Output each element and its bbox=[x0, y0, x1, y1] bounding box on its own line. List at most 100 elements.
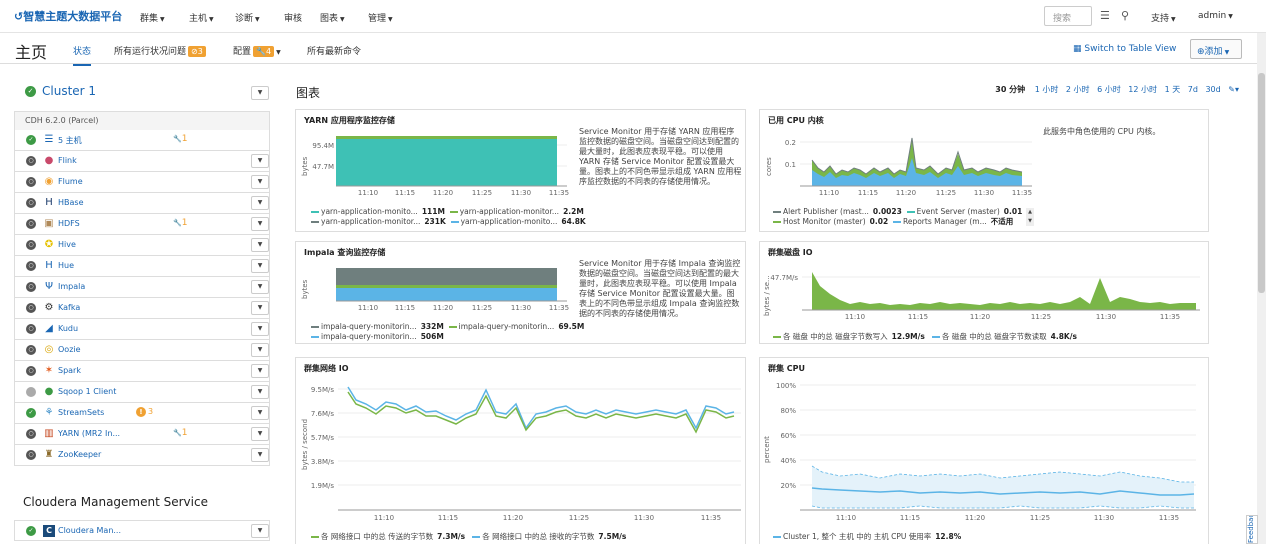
config-issue-wrench[interactable]: 🔧1 bbox=[173, 428, 187, 438]
tab-status[interactable]: 状态 bbox=[73, 44, 92, 66]
nav-charts[interactable]: 图表 ▼ bbox=[320, 14, 345, 24]
service-actions-dropdown[interactable]: ▼ bbox=[251, 301, 269, 315]
range-6h[interactable]: 6 小时 bbox=[1097, 85, 1121, 94]
nav-hosts[interactable]: 主机 ▼ bbox=[189, 14, 214, 24]
service-row-zookeeper[interactable]: ○ ♜ ZooKeeper ▼ bbox=[14, 445, 270, 466]
config-issue-wrench[interactable]: 🔧1 bbox=[173, 218, 187, 228]
tab-health-issues[interactable]: 所有运行状况问题 ⊘3 bbox=[114, 44, 206, 57]
service-actions-dropdown[interactable]: ▼ bbox=[251, 406, 269, 420]
legend-scroll[interactable]: ▲ ▼ bbox=[1026, 208, 1034, 226]
legend-item[interactable]: yarn-application-monito... 64.8K bbox=[450, 217, 586, 226]
service-actions-dropdown[interactable]: ▼ bbox=[251, 280, 269, 294]
tab-configuration[interactable]: 配置 🔧4 ▼ bbox=[233, 46, 281, 57]
service-actions-dropdown[interactable]: ▼ bbox=[251, 154, 269, 168]
service-row-sqoop[interactable]: ● Sqoop 1 Client ▼ bbox=[14, 382, 270, 403]
notifications-icon[interactable]: ⚲ bbox=[1121, 9, 1130, 22]
service-actions-dropdown[interactable]: ▼ bbox=[251, 175, 269, 189]
service-name[interactable]: Kafka bbox=[58, 303, 81, 312]
range-30d[interactable]: 30d bbox=[1205, 85, 1221, 94]
service-row-hdfs[interactable]: ○ ▣ HDFS 🔧1 ▼ bbox=[14, 214, 270, 235]
legend-item[interactable]: impala-query-monitorin... 332M bbox=[311, 322, 444, 331]
legend-item[interactable]: Cluster 1, 整个 主机 中的 主机 CPU 使用率 12.8% bbox=[773, 532, 961, 541]
cluster-actions-dropdown[interactable]: ▼ bbox=[251, 86, 269, 100]
service-name[interactable]: Cloudera Man... bbox=[58, 526, 122, 535]
nav-admin[interactable]: 管理 ▼ bbox=[368, 14, 393, 24]
tab-recent-commands[interactable]: 所有最新命令 bbox=[307, 47, 362, 57]
legend-item[interactable]: 各 网络接口 中的总 接收的字节数 7.5M/s bbox=[472, 532, 626, 541]
network-io-chart[interactable]: 9.5M/s 7.6M/s 5.7M/s 3.8M/s 1.9M/s 11:10… bbox=[296, 358, 746, 544]
service-row-streamsets[interactable]: ✓ ⚘ StreamSets! 3 ▼ bbox=[14, 403, 270, 424]
service-name[interactable]: Hive bbox=[58, 240, 76, 249]
tasks-icon[interactable]: ☰ bbox=[1100, 9, 1110, 22]
service-row-hosts[interactable]: ✓ ☰ 5 主机 🔧1 bbox=[14, 130, 270, 151]
legend-item[interactable]: 各 网络接口 中的总 传送的字节数 7.3M/s bbox=[311, 532, 465, 541]
service-row-spark[interactable]: ○ ✶ Spark ▼ bbox=[14, 361, 270, 382]
service-name[interactable]: StreamSets bbox=[58, 408, 105, 417]
service-actions-dropdown[interactable]: ▼ bbox=[251, 322, 269, 336]
nav-diagnostics[interactable]: 诊断 ▼ bbox=[235, 14, 260, 24]
health-issue-badge[interactable]: ! 3 bbox=[136, 407, 153, 417]
legend-item[interactable]: yarn-application-monitor... 2.2M bbox=[449, 207, 584, 216]
legend-item[interactable]: yarn-application-monitor... 231K bbox=[311, 217, 446, 226]
service-name[interactable]: Kudu bbox=[58, 324, 79, 333]
service-actions-dropdown[interactable]: ▼ bbox=[251, 524, 269, 538]
nav-clusters[interactable]: 群集 ▼ bbox=[140, 14, 165, 24]
legend-item[interactable]: impala-query-monitorin... 506M bbox=[311, 332, 444, 341]
service-name[interactable]: YARN (MR2 In... bbox=[58, 429, 121, 438]
service-row-impala[interactable]: ○ Ψ Impala ▼ bbox=[14, 277, 270, 298]
impala-storage-chart[interactable]: 11:10 11:15 11:20 11:25 11:30 11:35 bbox=[296, 242, 571, 344]
service-row-oozie[interactable]: ○ ◎ Oozie ▼ bbox=[14, 340, 270, 361]
page-scrollbar[interactable] bbox=[1257, 33, 1266, 544]
edit-pencil-icon[interactable]: ✎▾ bbox=[1228, 85, 1239, 94]
legend-item[interactable]: yarn-application-monito... 111M bbox=[311, 207, 445, 216]
legend-item[interactable]: 各 磁盘 中的总 磁盘字节数写入 12.9M/s bbox=[773, 332, 925, 341]
range-1h[interactable]: 1 小时 bbox=[1034, 85, 1059, 94]
add-button[interactable]: ⊕添加 ▼ bbox=[1190, 39, 1242, 59]
cpu-cores-chart[interactable]: 0.2 0.1 11:10 11:15 11:20 11:25 11:30 11… bbox=[760, 110, 1035, 232]
service-name[interactable]: ZooKeeper bbox=[58, 450, 102, 459]
service-name[interactable]: Hue bbox=[58, 261, 75, 270]
nav-user[interactable]: admin ▼ bbox=[1198, 11, 1233, 21]
service-row-kafka[interactable]: ○ ⚙ Kafka ▼ bbox=[14, 298, 270, 319]
range-30m[interactable]: 30 分钟 bbox=[995, 85, 1026, 94]
cluster-cpu-chart[interactable]: 100% 80% 60% 40% 20% 11:10 11:15 11:20 1… bbox=[760, 358, 1209, 544]
service-row-hive[interactable]: ○ ✪ Hive ▼ bbox=[14, 235, 270, 256]
legend-item[interactable]: impala-query-monitorin... 69.5M bbox=[448, 322, 584, 331]
service-row-hue[interactable]: ○ H Hue ▼ bbox=[14, 256, 270, 277]
service-name[interactable]: Spark bbox=[58, 366, 81, 375]
range-7d[interactable]: 7d bbox=[1187, 85, 1198, 94]
yarn-storage-chart[interactable]: 95.4M 47.7M 11:10 11:15 11:20 11:25 11:3… bbox=[296, 110, 571, 232]
service-actions-dropdown[interactable]: ▼ bbox=[251, 196, 269, 210]
nav-audits[interactable]: 审核 bbox=[284, 14, 303, 24]
nav-support[interactable]: 支持 ▼ bbox=[1151, 14, 1176, 24]
service-name[interactable]: Flink bbox=[58, 156, 77, 165]
disk-io-chart[interactable]: 47.7M/s 11:10 11:15 11:20 11:25 11:30 11… bbox=[760, 242, 1209, 344]
range-2h[interactable]: 2 小时 bbox=[1065, 85, 1090, 94]
service-name[interactable]: HDFS bbox=[58, 219, 80, 228]
feedback-tab[interactable]: Feedback bbox=[1246, 515, 1258, 544]
service-actions-dropdown[interactable]: ▼ bbox=[251, 259, 269, 273]
service-actions-dropdown[interactable]: ▼ bbox=[251, 427, 269, 441]
service-name[interactable]: Flume bbox=[58, 177, 83, 186]
service-row-flume[interactable]: ○ ◉ Flume ▼ bbox=[14, 172, 270, 193]
range-12h[interactable]: 12 小时 bbox=[1128, 85, 1158, 94]
service-actions-dropdown[interactable]: ▼ bbox=[251, 343, 269, 357]
search-input[interactable]: 搜索 bbox=[1044, 6, 1092, 26]
service-row-flink[interactable]: ○ ● Flink ▼ bbox=[14, 151, 270, 172]
legend-item[interactable]: 各 磁盘 中的总 磁盘字节数读取 4.8K/s bbox=[931, 332, 1077, 341]
service-row-yarn[interactable]: ○ ▥ YARN (MR2 In... 🔧1 ▼ bbox=[14, 424, 270, 445]
service-name[interactable]: Oozie bbox=[58, 345, 81, 354]
range-1d[interactable]: 1 天 bbox=[1164, 85, 1181, 94]
app-logo[interactable]: ↺智慧主题大数据平台 bbox=[14, 8, 122, 24]
scrollbar-thumb[interactable] bbox=[1258, 73, 1265, 293]
service-row-kudu[interactable]: ○ ◢ Kudu ▼ bbox=[14, 319, 270, 340]
service-actions-dropdown[interactable]: ▼ bbox=[251, 448, 269, 462]
service-name[interactable]: Impala bbox=[58, 282, 86, 291]
cluster-name-link[interactable]: ✓ Cluster 1 bbox=[25, 84, 96, 98]
service-row-cms[interactable]: ✓ C Cloudera Man... ▼ bbox=[14, 520, 270, 541]
service-actions-dropdown[interactable]: ▼ bbox=[251, 385, 269, 399]
service-actions-dropdown[interactable]: ▼ bbox=[251, 217, 269, 231]
legend-item[interactable]: Alert Publisher (mast... 0.0023 bbox=[773, 207, 902, 216]
switch-table-view-link[interactable]: ▦ Switch to Table View bbox=[1073, 44, 1177, 54]
legend-item[interactable]: Reports Manager (m... 不适用 bbox=[892, 217, 1013, 226]
